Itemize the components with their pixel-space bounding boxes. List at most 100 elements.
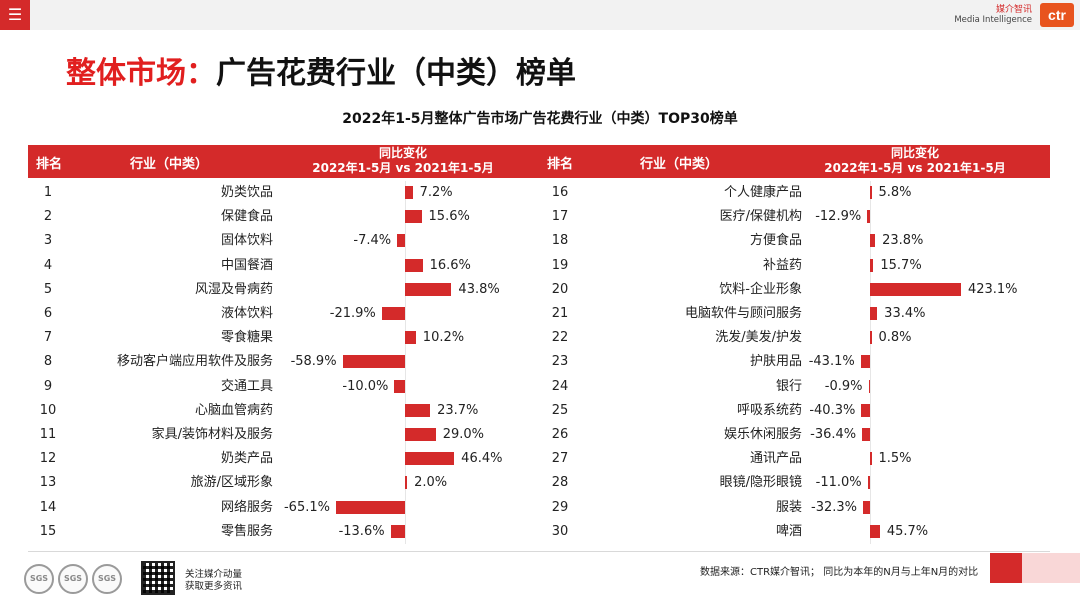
table-row: 24 银行 -0.9%	[0, 375, 1080, 399]
value-label: 15.7%	[880, 257, 922, 273]
table-row: 23 护肤用品 -43.1%	[0, 350, 1080, 374]
value-label: -7.4%	[353, 233, 392, 249]
table-row: 5 风湿及骨病药 43.8%	[0, 278, 1080, 302]
value-label: 23.8%	[882, 233, 924, 249]
header-rank-right: 排名	[547, 157, 574, 172]
rank-label: 30	[551, 523, 569, 539]
rank-label: 19	[551, 257, 569, 273]
value-bar	[405, 403, 431, 417]
table-row: 28 眼镜/隐形眼镜 -11.0%	[0, 471, 1080, 495]
rank-label: 21	[551, 306, 569, 321]
table-row: 21 电脑软件与顾问服务 33.4%	[0, 302, 1080, 326]
rank-label: 15	[39, 523, 57, 539]
industry-label: 移动客户端应用软件及服务	[116, 354, 273, 370]
rank-label: 1	[43, 185, 53, 200]
rank-label: 10	[39, 402, 57, 418]
value-label: -13.6%	[338, 523, 385, 539]
industry-label: 中国餐酒	[220, 257, 273, 273]
source-note: 数据来源：CTR媒介智讯； 同比为本年的N月与上年N月的对比	[700, 567, 979, 578]
value-label: -43.1%	[808, 354, 855, 370]
value-label: 423.1%	[967, 281, 1018, 297]
value-label: 15.6%	[428, 209, 470, 225]
rank-label: 16	[551, 185, 569, 200]
rank-label: 28	[551, 475, 569, 491]
certification-logos: SGS SGS SGS	[24, 564, 122, 596]
rank-label: 29	[551, 499, 569, 515]
industry-label: 零食糖果	[220, 330, 273, 346]
value-label: 10.2%	[422, 330, 465, 346]
value-bar	[861, 403, 870, 417]
table-row: 18 方便食品 23.8%	[0, 229, 1080, 253]
footer-accent-block	[990, 553, 1022, 583]
value-label: 33.4%	[884, 306, 926, 321]
header-change-left: 同比变化 2022年1-5月 vs 2021年1-5月	[303, 146, 503, 176]
industry-label: 护肤用品	[749, 354, 802, 370]
table-row: 29 服装 -32.3%	[0, 496, 1080, 520]
page-title-rest: 广告花费行业（中类）榜单	[216, 56, 576, 91]
brand-cn: 媒介智讯	[995, 5, 1032, 15]
rank-label: 25	[551, 402, 569, 418]
rank-label: 7	[43, 330, 53, 346]
brand-text: 媒介智讯 Media Intelligence	[954, 5, 1032, 25]
value-bar	[405, 331, 416, 345]
value-label: -65.1%	[283, 499, 330, 515]
value-label: -58.9%	[290, 354, 337, 370]
value-bar	[390, 524, 405, 538]
rank-label: 22	[551, 330, 569, 346]
value-label: 46.4%	[461, 451, 503, 467]
certification-icon: SGS	[58, 564, 88, 594]
rank-label: 8	[43, 354, 53, 370]
value-bar	[870, 186, 872, 199]
industry-label: 呼吸系统药	[736, 402, 802, 418]
table-header: 排名 行业（中类） 同比变化 2022年1-5月 vs 2021年1-5月 排名…	[28, 145, 1050, 178]
table-row: 15 零售服务 -13.6%	[0, 520, 1080, 544]
table-row: 19 补益药 15.7%	[0, 254, 1080, 278]
value-bar	[863, 500, 870, 514]
industry-label: 液体饮料	[220, 306, 273, 321]
industry-label: 娱乐休闲服务	[723, 427, 802, 442]
industry-label: 旅游/区域形象	[190, 475, 273, 491]
value-bar	[405, 210, 422, 224]
table-row: 13 旅游/区域形象 2.0%	[0, 471, 1080, 495]
header-change-title: 同比变化	[890, 146, 939, 160]
value-bar	[405, 452, 455, 466]
value-label: -11.0%	[815, 475, 862, 491]
rank-label: 2	[43, 209, 53, 225]
rank-label: 5	[43, 281, 53, 297]
page-title: 整体市场：广告花费行业（中类）榜单	[66, 48, 576, 92]
value-bar	[405, 428, 436, 441]
table-row: 10 心脑血管病药 23.7%	[0, 399, 1080, 423]
industry-label: 补益药	[762, 257, 802, 273]
table-row: 6 液体饮料 -21.9%	[0, 302, 1080, 326]
industry-label: 个人健康产品	[723, 185, 802, 200]
certification-icon: SGS	[92, 564, 122, 594]
value-bar	[870, 258, 874, 272]
industry-label: 服装	[775, 499, 802, 515]
hamburger-icon[interactable]: ☰	[0, 0, 30, 30]
rank-label: 23	[551, 354, 569, 370]
rank-label: 6	[43, 306, 53, 321]
value-label: -36.4%	[810, 427, 857, 442]
table-row: 11 家具/装饰材料及服务 29.0%	[0, 423, 1080, 447]
rank-label: 3	[43, 233, 53, 249]
rank-label: 4	[43, 257, 53, 273]
qr-caption-line2: 获取更多资讯	[185, 581, 243, 592]
industry-label: 交通工具	[220, 378, 273, 394]
page-title-highlight: 整体市场：	[66, 56, 216, 91]
rank-label: 9	[43, 378, 53, 394]
table-row: 16 个人健康产品 5.8%	[0, 181, 1080, 205]
table-row: 17 医疗/保健机构 -12.9%	[0, 205, 1080, 229]
industry-label: 零售服务	[220, 523, 273, 539]
table-row: 14 网络服务 -65.1%	[0, 496, 1080, 520]
footer-accent-block-light	[1022, 553, 1080, 583]
rank-label: 13	[39, 475, 57, 491]
value-bar	[870, 307, 878, 320]
zero-axis-line	[405, 181, 406, 544]
industry-label: 风湿及骨病药	[194, 281, 273, 297]
value-bar	[870, 282, 961, 296]
value-bar	[867, 476, 870, 490]
table-row: 22 洗发/美发/护发 0.8%	[0, 326, 1080, 350]
industry-label: 通讯产品	[749, 451, 802, 467]
industry-label: 家具/装饰材料及服务	[151, 427, 273, 442]
value-bar	[405, 282, 452, 296]
